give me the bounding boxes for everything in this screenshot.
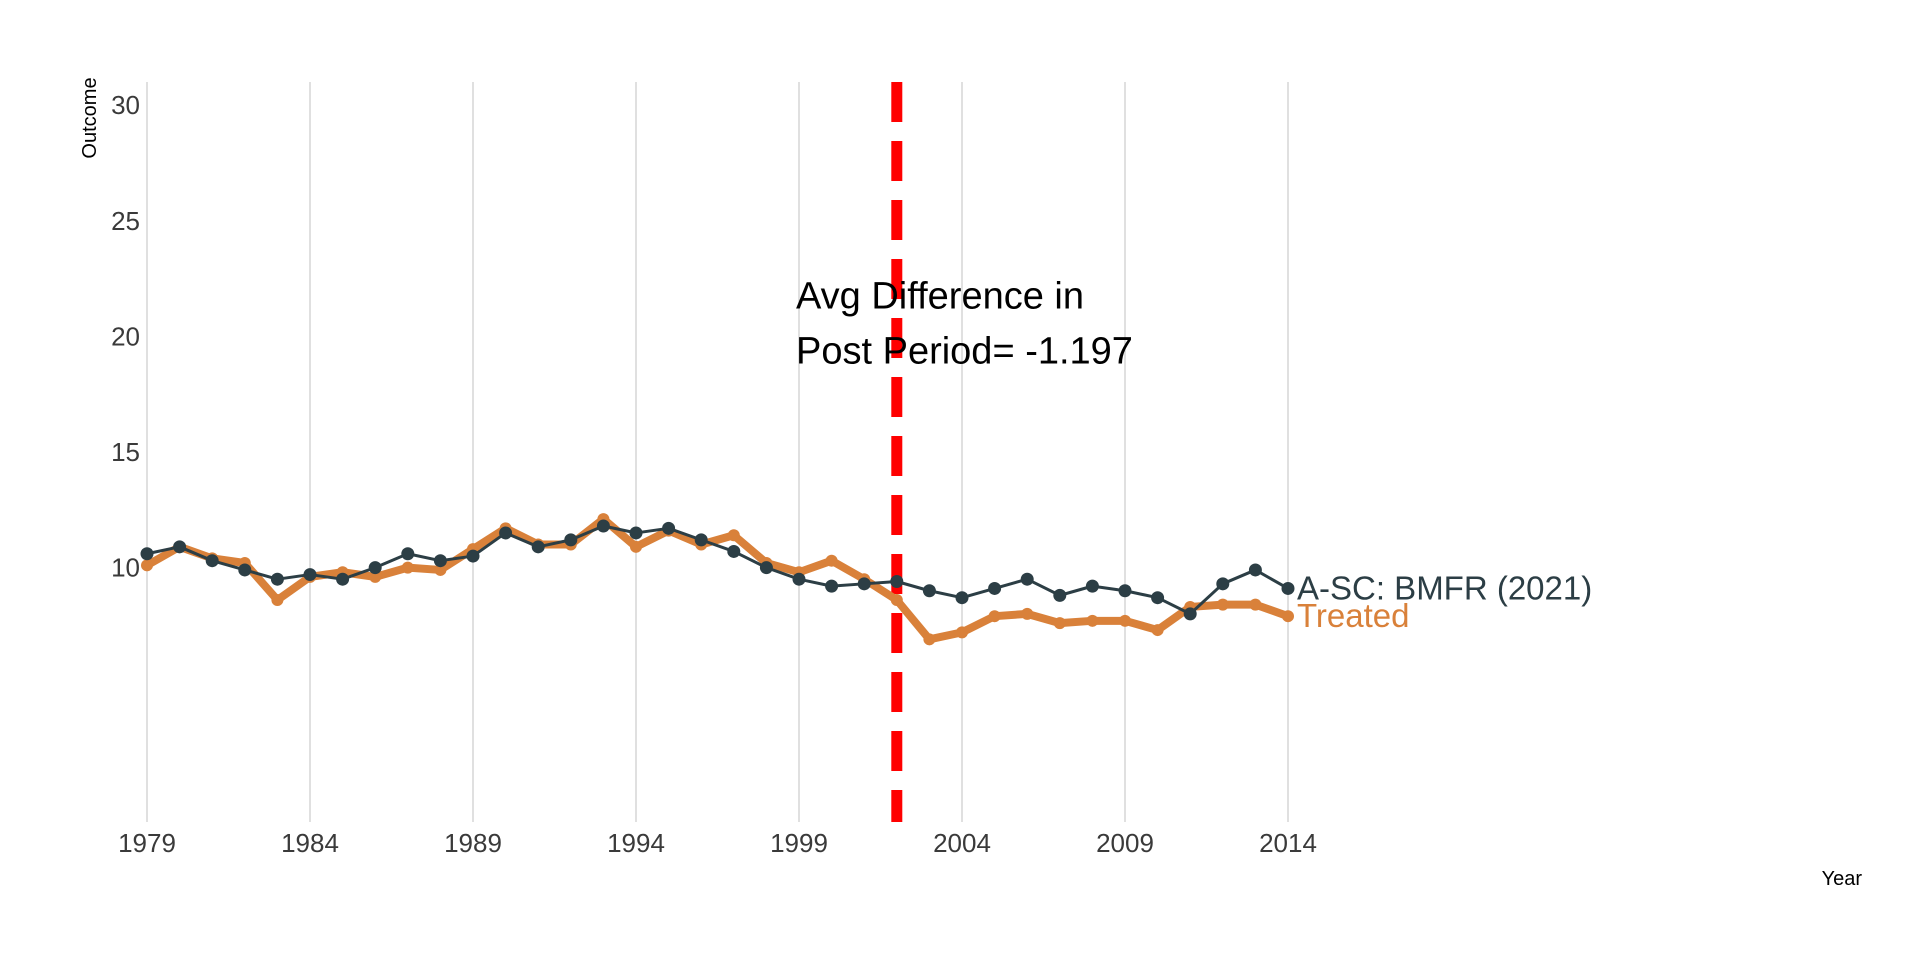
data-point	[1085, 579, 1099, 593]
data-point	[596, 519, 610, 533]
x-tick-label: 1984	[281, 828, 339, 858]
data-point	[1216, 598, 1229, 611]
data-point	[1053, 617, 1066, 630]
data-point	[401, 547, 415, 561]
data-point	[792, 572, 806, 586]
data-point	[466, 549, 480, 563]
data-point	[1020, 572, 1034, 586]
data-point	[988, 610, 1001, 623]
data-point	[564, 533, 578, 547]
series-label: A-SC: BMFR (2021)	[1297, 569, 1592, 606]
data-point	[825, 579, 839, 593]
data-point	[1053, 588, 1067, 602]
data-point	[369, 570, 382, 583]
data-point	[1021, 607, 1034, 620]
data-point	[401, 561, 414, 574]
data-point	[205, 554, 219, 568]
data-point	[727, 529, 740, 542]
data-point	[238, 563, 252, 577]
y-tick-label: 10	[111, 553, 140, 583]
x-tick-label: 2014	[1259, 828, 1317, 858]
data-point	[759, 561, 773, 575]
data-point	[140, 547, 154, 561]
data-point	[173, 540, 187, 554]
x-axis-title: Year	[1822, 868, 1863, 890]
data-point	[1281, 581, 1295, 595]
y-tick-label: 20	[111, 321, 140, 351]
data-point	[1248, 563, 1262, 577]
series-label: Treated	[1297, 597, 1410, 634]
data-point	[955, 591, 969, 605]
data-point	[956, 626, 968, 639]
data-point	[141, 559, 153, 572]
x-tick-label: 2004	[933, 828, 991, 858]
data-point	[694, 533, 708, 547]
tick-layer: 1979 1984 1989 1994 1999 2004 2009 2014 10 15 20 25…	[111, 90, 1317, 858]
annotation-line: Post Period= -1.197	[796, 330, 1133, 372]
data-point	[1151, 624, 1164, 637]
series-layer	[140, 513, 1295, 646]
label-layer: A-SC: BMFR (2021)Treated Avg Difference i…	[796, 275, 1592, 634]
data-point	[1183, 607, 1197, 621]
annotation-line: Avg Difference in	[796, 275, 1084, 317]
data-point	[1151, 591, 1165, 605]
data-point	[303, 568, 317, 582]
data-point	[857, 577, 871, 591]
data-point	[630, 540, 642, 553]
data-point	[922, 584, 936, 598]
data-point	[1249, 598, 1262, 611]
data-point	[1216, 577, 1230, 591]
data-point	[270, 572, 284, 586]
series-line-1	[143, 515, 1292, 644]
data-point	[629, 526, 643, 540]
x-tick-label: 1979	[118, 828, 176, 858]
y-tick-label: 15	[111, 437, 140, 467]
x-tick-label: 1999	[770, 828, 828, 858]
data-point	[531, 540, 545, 554]
x-tick-label: 2009	[1096, 828, 1154, 858]
y-tick-label: 25	[111, 206, 140, 236]
x-tick-label: 1989	[444, 828, 502, 858]
data-point	[368, 561, 382, 575]
data-point	[433, 554, 447, 568]
y-tick-label: 30	[111, 90, 140, 120]
data-point	[890, 594, 903, 606]
data-point	[662, 521, 676, 535]
data-point	[923, 633, 936, 646]
x-tick-label: 1994	[607, 828, 665, 858]
data-point	[434, 563, 447, 576]
grid-layer	[146, 82, 1289, 822]
data-point	[825, 554, 838, 567]
data-point	[890, 575, 904, 588]
data-point	[727, 544, 741, 558]
data-point	[1119, 614, 1131, 627]
data-point	[336, 572, 350, 586]
data-point	[1282, 610, 1294, 623]
data-point	[271, 594, 284, 606]
data-point	[988, 581, 1002, 595]
data-point	[1086, 614, 1099, 627]
data-point	[499, 526, 513, 540]
data-point	[1118, 584, 1132, 598]
y-axis-title: Outcome	[79, 77, 101, 158]
